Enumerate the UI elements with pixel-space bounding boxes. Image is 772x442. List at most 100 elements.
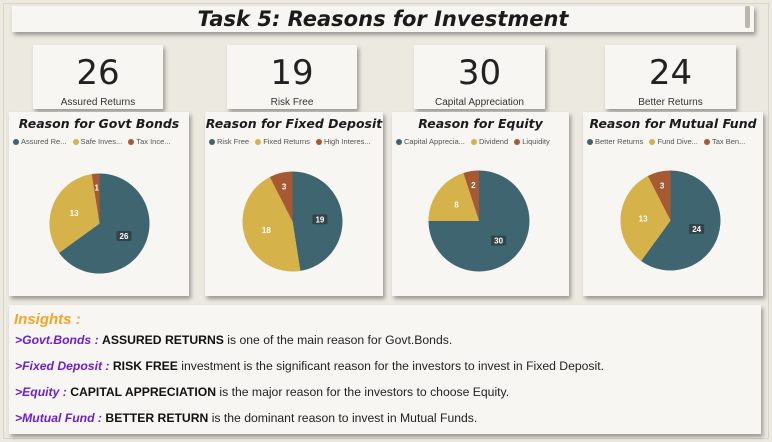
pie-chart-mutual-fund[interactable]: 24 13 3 <box>620 170 721 271</box>
legend-dot <box>396 139 402 145</box>
legend-dot <box>649 139 656 145</box>
pie-slice[interactable] <box>269 171 293 222</box>
legend-item[interactable]: Dividend <box>470 137 509 146</box>
legend-label: Dividend <box>478 137 509 146</box>
insight-equity: >Equity : CAPITAL APPRECIATION is the ma… <box>15 385 509 399</box>
insight-govt-bonds: >Govt.Bonds : ASSURED RETURNS is one of … <box>15 333 452 347</box>
legend-dot <box>255 139 262 145</box>
insights-panel: Insights : >Govt.Bonds : ASSURED RETURNS… <box>9 305 761 434</box>
chart-legend: Risk Free Fixed Returns High Interes... <box>209 137 381 146</box>
chart-legend: Assured Re... Safe Inves... Tax Ince... <box>13 137 187 146</box>
chart-title: Reason for Govt Bonds <box>18 116 180 131</box>
pie-slice[interactable] <box>463 170 479 221</box>
label-background <box>689 223 705 234</box>
data-label: 1 <box>94 184 99 193</box>
pie-slice[interactable] <box>620 175 671 261</box>
data-label: 3 <box>282 182 287 191</box>
pie-slice[interactable] <box>91 173 100 224</box>
pie-slice[interactable] <box>49 174 100 253</box>
legend-label: Assured Re... <box>21 137 67 146</box>
insight-keyword: CAPITAL APPRECIATION <box>70 385 217 399</box>
data-label: 19 <box>312 214 328 225</box>
data-label-text: 19 <box>315 215 324 224</box>
insight-text: is one of the main reason for Govt.Bonds… <box>223 333 453 347</box>
kpi-card-capital-appreciation: 30 Capital Appreciation <box>414 45 545 109</box>
label-background <box>116 230 132 241</box>
label-background <box>491 235 507 246</box>
chart-panel-mutual-fund: Reason for Mutual Fund Better Returns Fu… <box>583 112 763 296</box>
chart-panel-govt-bonds: Reason for Govt Bonds Assured Re... Safe… <box>9 112 189 296</box>
kpi-value: 26 <box>76 53 120 93</box>
insights-heading: Insights : <box>14 311 81 328</box>
pie-chart-equity[interactable]: 30 8 2 <box>428 170 530 272</box>
legend-item[interactable]: Fund Dive... <box>649 137 698 146</box>
kpi-label: Assured Returns <box>60 97 136 108</box>
legend-item[interactable]: Liquidity <box>514 137 550 146</box>
data-label: 18 <box>262 226 271 235</box>
legend-dot <box>703 139 710 145</box>
legend-label: High Interes... <box>323 137 371 146</box>
kpi-label: Capital Appreciation <box>435 97 524 108</box>
data-label-text: 3 <box>660 181 665 190</box>
pie-slice[interactable] <box>647 170 671 221</box>
legend-dot <box>315 139 322 145</box>
legend-item[interactable]: Better Returns <box>587 137 643 146</box>
kpi-card-assured-returns: 26 Assured Returns <box>33 45 163 109</box>
pie-slice[interactable] <box>59 173 150 274</box>
legend-dot <box>587 139 593 145</box>
legend-item[interactable]: Fixed Returns <box>255 137 310 146</box>
pie-slice[interactable] <box>242 176 301 272</box>
label-background <box>312 214 328 225</box>
data-label: 30 <box>491 235 507 246</box>
chart-title: Reason for Equity <box>418 116 543 131</box>
chart-legend: Better Returns Fund Dive... Tax Ben... <box>587 137 761 146</box>
kpi-card-better-returns: 24 Better Returns <box>605 45 736 109</box>
chart-legend: Capital Apprecia... Dividend Liquidity <box>396 137 567 146</box>
data-label-text: 2 <box>471 181 476 190</box>
legend-item[interactable]: Safe Inves... <box>72 137 123 146</box>
legend-dot <box>72 139 79 145</box>
title-banner: Task 5: Reasons for Investment <box>12 6 754 32</box>
data-label: 13 <box>639 214 648 223</box>
legend-label: Safe Inves... <box>80 137 123 146</box>
chart-panel-fixed-deposit: Reason for Fixed Deposit Risk Free Fixed… <box>205 112 383 296</box>
data-label: 3 <box>660 181 665 190</box>
legend-label: Fixed Returns <box>263 137 310 146</box>
chart-panel-equity: Reason for Equity Capital Apprecia... Di… <box>392 112 569 296</box>
scrollbar[interactable] <box>745 6 750 28</box>
pie-slice[interactable] <box>641 170 721 271</box>
pie-chart-fixed-deposit[interactable]: 19 18 3 <box>242 171 343 272</box>
data-label: 24 <box>689 223 705 234</box>
kpi-label: Risk Free <box>270 97 314 108</box>
data-label-text: 30 <box>494 237 503 246</box>
data-label-text: 26 <box>120 232 129 241</box>
legend-dot <box>209 139 215 145</box>
pie-chart-govt-bonds[interactable]: 26 13 1 <box>49 173 150 274</box>
legend-dot <box>470 139 477 145</box>
data-label-text: 13 <box>639 214 648 223</box>
data-label-text: 8 <box>454 201 459 210</box>
insight-prefix: >Govt.Bonds : <box>15 333 99 347</box>
legend-item[interactable]: Capital Apprecia... <box>396 137 465 146</box>
kpi-label: Better Returns <box>638 97 703 108</box>
data-label: 8 <box>454 201 459 210</box>
legend-item[interactable]: Tax Ben... <box>703 137 745 146</box>
kpi-value: 24 <box>648 53 693 93</box>
legend-label: Tax Ince... <box>136 137 171 146</box>
legend-item[interactable]: Risk Free <box>209 137 249 146</box>
insight-prefix: >Mutual Fund : <box>15 411 102 425</box>
data-label: 13 <box>70 209 79 218</box>
insight-prefix: >Equity : <box>15 385 67 399</box>
insight-text: is the dominant reason to invest in Mutu… <box>208 411 478 425</box>
legend-item[interactable]: Assured Re... <box>13 137 66 146</box>
legend-item[interactable]: High Interes... <box>315 137 371 146</box>
data-label: 2 <box>471 181 476 190</box>
insight-mutual-fund: >Mutual Fund : BETTER RETURN is the domi… <box>15 411 477 425</box>
pie-slice[interactable] <box>428 172 479 221</box>
chart-title: Reason for Fixed Deposit <box>205 116 383 131</box>
legend-item[interactable]: Tax Ince... <box>128 137 171 146</box>
insight-keyword: BETTER RETURN <box>105 411 209 425</box>
insight-keyword: ASSURED RETURNS <box>102 333 224 347</box>
legend-dot <box>13 139 19 145</box>
legend-label: Capital Apprecia... <box>404 137 465 146</box>
